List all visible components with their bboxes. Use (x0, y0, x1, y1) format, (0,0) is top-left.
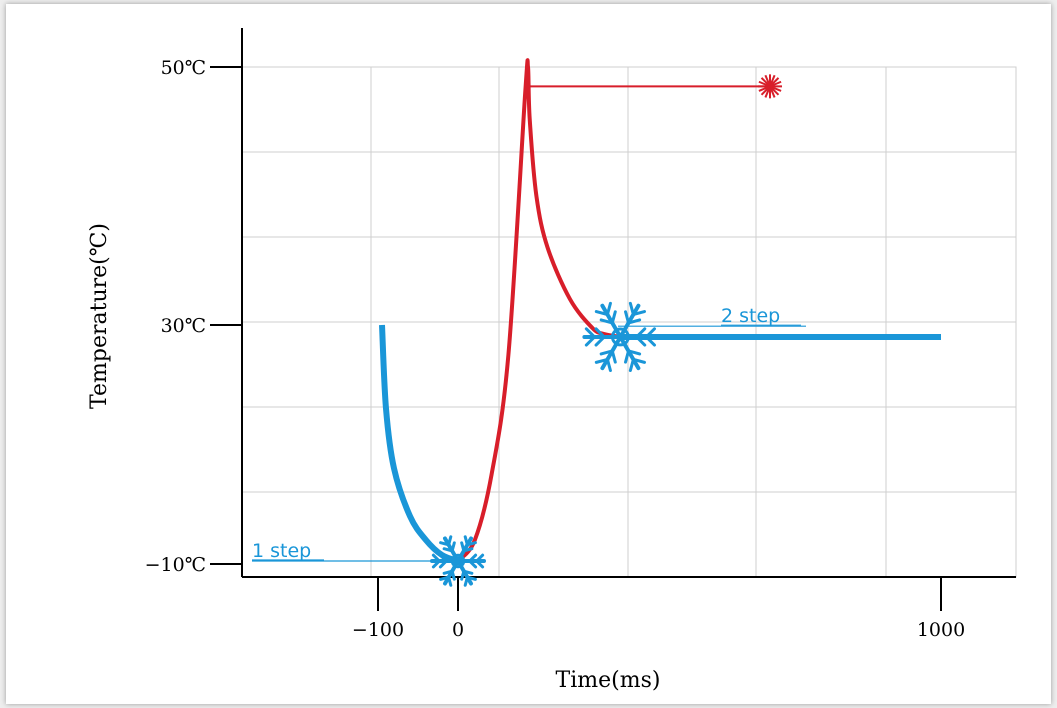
y-tick-label: 50℃ (161, 57, 206, 79)
annotation-label: 1 step (252, 540, 311, 562)
marker-layer (430, 74, 782, 587)
series-line-1 (379, 324, 460, 564)
temperature-time-chart: −100 0 1000 −10℃ 30℃ 50℃ 1 step 2 step Time(ms… (87, 28, 1017, 693)
annotation-label: 2 step (721, 305, 780, 327)
series-layer (379, 58, 941, 564)
y-tick-label: 30℃ (161, 315, 206, 337)
axes (241, 28, 1016, 578)
y-axis-title: Temperature(℃) (87, 223, 112, 409)
starburst-icon (758, 74, 782, 99)
snowflake-icon (430, 535, 486, 587)
y-tick-label: −10℃ (145, 554, 206, 576)
x-axis-title: Time(ms) (556, 668, 661, 693)
annotation-layer: 1 step 2 step (252, 305, 806, 562)
x-tick-label: −100 (352, 619, 404, 641)
x-tick-label: 1000 (917, 619, 965, 641)
snowflake-icon (582, 301, 659, 373)
chart-frame: −100 0 1000 −10℃ 30℃ 50℃ 1 step 2 step Time(ms… (6, 4, 1051, 704)
tick-layer: −100 0 1000 −10℃ 30℃ 50℃ (145, 57, 966, 641)
x-tick-label: 0 (452, 619, 464, 641)
